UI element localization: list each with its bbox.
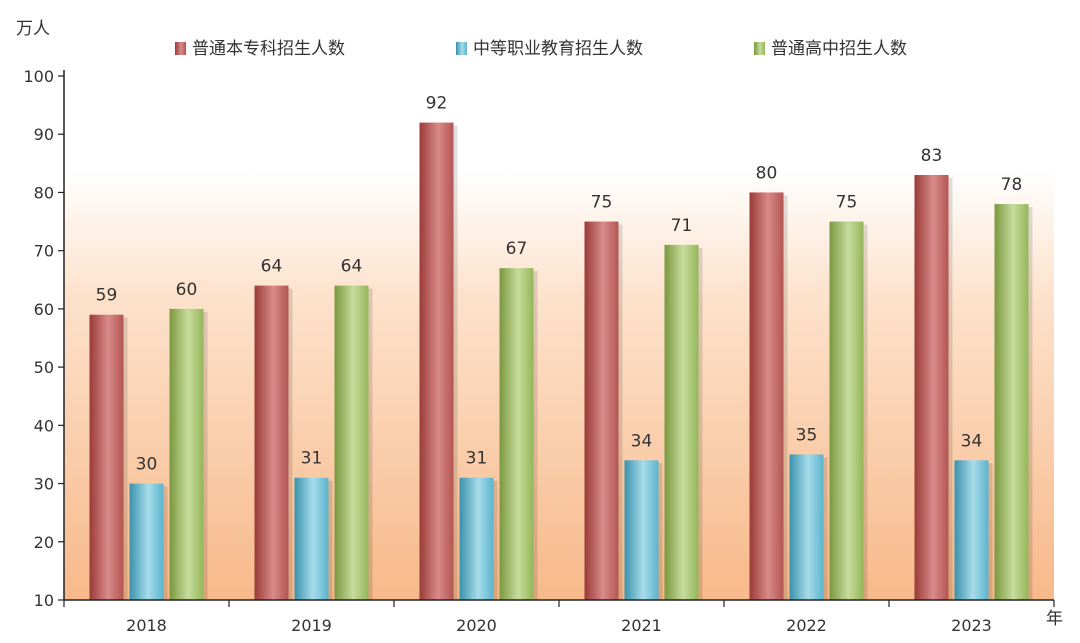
data-label: 34 — [631, 431, 653, 451]
y-axis: 10 20 30 40 50 60 70 80 90 100 — [23, 67, 65, 610]
y-tick-label: 30 — [34, 475, 54, 494]
data-label: 71 — [671, 216, 693, 236]
bar — [499, 268, 534, 600]
legend-label: 普通高中招生人数 — [771, 39, 907, 59]
y-tick-label: 100 — [23, 67, 54, 86]
legend-swatch — [456, 42, 467, 55]
bar — [459, 477, 494, 600]
bar — [129, 483, 164, 600]
x-tick-label: 2022 — [786, 616, 827, 635]
bar — [749, 192, 784, 600]
data-label: 64 — [261, 257, 283, 277]
data-label: 64 — [341, 257, 363, 277]
bar — [624, 460, 659, 600]
y-tick-label: 70 — [34, 242, 54, 261]
y-tick-label: 90 — [34, 125, 54, 144]
data-label: 92 — [426, 94, 448, 114]
data-label: 80 — [756, 163, 778, 183]
y-axis-unit: 万人 — [16, 19, 50, 39]
legend-swatch — [754, 42, 765, 55]
data-label: 31 — [301, 449, 323, 469]
bar — [169, 308, 204, 600]
bar — [419, 122, 454, 601]
y-tick-label: 50 — [34, 358, 54, 377]
y-tick-label: 40 — [34, 416, 54, 435]
x-tick-label: 2023 — [951, 616, 992, 635]
legend: 普通本专科招生人数 中等职业教育招生人数 普通高中招生人数 — [175, 39, 907, 59]
x-axis-unit: 年 — [1046, 609, 1063, 629]
data-label: 35 — [796, 425, 818, 445]
legend-label: 中等职业教育招生人数 — [473, 39, 643, 59]
legend-swatch — [175, 42, 186, 55]
bar — [954, 460, 989, 600]
bar — [254, 285, 289, 600]
data-label: 31 — [466, 449, 488, 469]
bar — [829, 221, 864, 601]
y-tick-label: 20 — [34, 533, 54, 552]
bar — [334, 285, 369, 600]
data-label: 34 — [961, 431, 983, 451]
data-label: 59 — [96, 286, 118, 306]
y-tick-label: 60 — [34, 300, 54, 319]
data-label: 75 — [836, 193, 858, 213]
x-tick-label: 2018 — [126, 616, 167, 635]
data-label: 75 — [591, 193, 613, 213]
bar — [294, 477, 329, 600]
bar — [789, 454, 824, 600]
x-tick-label: 2019 — [291, 616, 332, 635]
bar — [994, 204, 1029, 601]
x-tick-label: 2021 — [621, 616, 662, 635]
bar — [89, 314, 124, 600]
bar — [584, 221, 619, 601]
y-tick-label: 10 — [34, 591, 54, 610]
data-label: 67 — [506, 239, 528, 259]
bars — [89, 122, 1033, 601]
data-label: 30 — [136, 455, 158, 475]
data-label: 60 — [176, 280, 198, 300]
data-label: 83 — [921, 146, 943, 166]
x-axis: 2018 2019 2020 2021 2022 2023 — [63, 599, 1055, 635]
bar — [664, 244, 699, 600]
legend-label: 普通本专科招生人数 — [192, 39, 345, 59]
y-tick-label: 80 — [34, 183, 54, 202]
data-labels: 59 30 60 64 31 64 92 31 67 75 34 71 80 35 75 83 34 78 — [96, 94, 1023, 475]
data-label: 78 — [1001, 175, 1023, 195]
x-tick-label: 2020 — [456, 616, 497, 635]
bar — [914, 174, 949, 600]
plot-background — [64, 76, 1054, 600]
